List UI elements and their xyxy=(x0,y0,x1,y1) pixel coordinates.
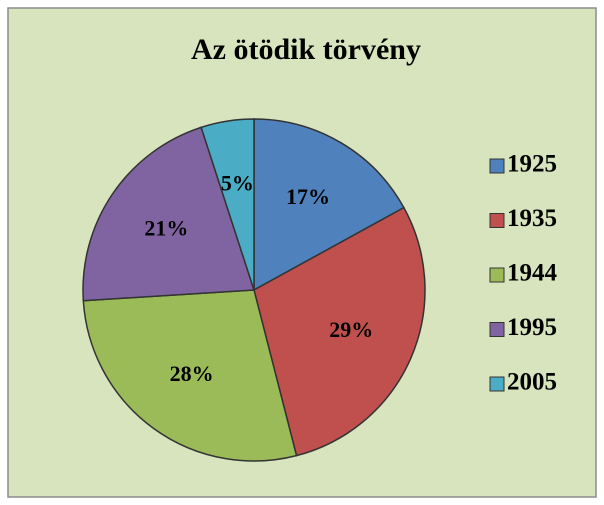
legend-label: 1935 xyxy=(507,205,557,232)
chart-title: Az ötödik törvény xyxy=(191,33,421,66)
pie-slice xyxy=(82,289,298,462)
pie-slice xyxy=(82,126,256,302)
legend-label: 1944 xyxy=(507,260,558,287)
legend-swatch xyxy=(489,376,505,392)
pie-slice xyxy=(253,206,426,457)
legend-swatch xyxy=(489,158,505,174)
data-label: 17% xyxy=(286,184,330,209)
legend-swatch xyxy=(489,267,505,283)
data-label: 5% xyxy=(221,170,254,195)
data-label: 28% xyxy=(170,361,214,386)
legend-swatch xyxy=(489,213,505,228)
legend-swatch xyxy=(489,322,505,337)
pie-slice xyxy=(200,118,255,291)
legend-label: 1995 xyxy=(507,314,557,341)
data-label: 29% xyxy=(329,317,373,342)
pie-slice xyxy=(253,118,405,292)
data-label: 21% xyxy=(144,215,188,240)
legend-label: 1925 xyxy=(507,151,557,178)
legend-label: 2005 xyxy=(507,369,557,396)
